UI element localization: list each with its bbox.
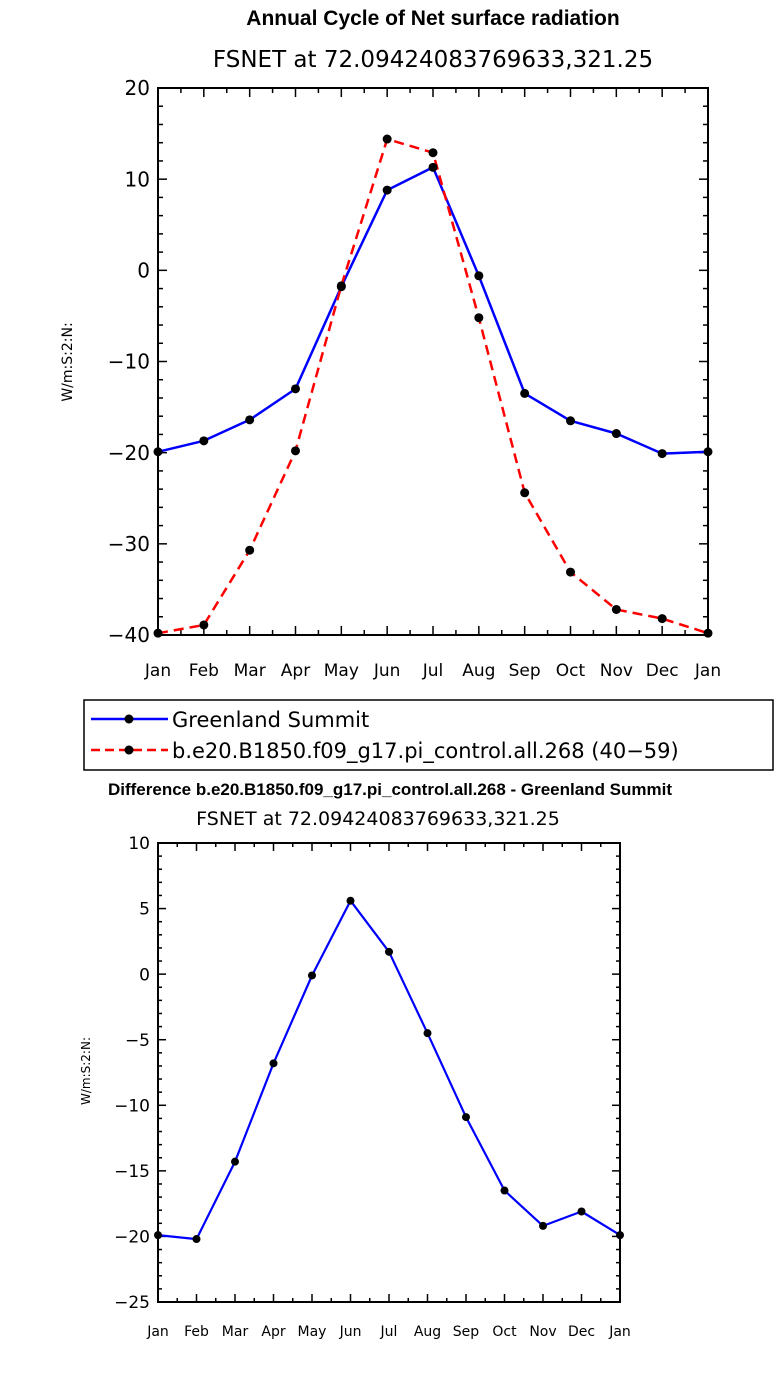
- data-point-s0: [428, 162, 438, 172]
- x-tick-label: Apr: [261, 1324, 285, 1340]
- legend-label-model: b.e20.B1850.f09_g17.pi_control.all.268 (…: [172, 739, 679, 764]
- data-point-s1: [520, 488, 530, 498]
- data-point-s0: [462, 1113, 470, 1122]
- x-tick-label: Nov: [529, 1324, 556, 1340]
- y-tick-label: 5: [139, 900, 150, 920]
- x-tick-label: Aug: [414, 1324, 441, 1340]
- data-point-s0: [245, 415, 255, 425]
- y-tick-label: −20: [114, 1228, 150, 1248]
- legend-marker-model: [124, 745, 134, 755]
- data-point-s0: [611, 429, 621, 439]
- x-tick-label: Jun: [373, 661, 401, 681]
- x-tick-label: Mar: [234, 661, 266, 681]
- y-tick-label: −25: [114, 1293, 150, 1313]
- y-tick-labels: −25 −20 −15 −10 −5 0 5 10: [114, 834, 150, 1313]
- y-tick-label: 10: [128, 834, 150, 854]
- data-point-s1: [382, 134, 392, 144]
- y-tick-label: 0: [139, 965, 150, 985]
- x-tick-label: Oct: [556, 661, 586, 681]
- plot-frame: [157, 87, 709, 636]
- x-tick-label: Apr: [281, 661, 310, 681]
- data-point-s0: [231, 1157, 239, 1166]
- y-tick-label: 10: [125, 167, 150, 191]
- data-point-s1: [428, 148, 438, 158]
- x-tick-label: Sep: [509, 661, 541, 681]
- y-axis-label: W/m:S:2:N:: [60, 322, 76, 401]
- data-point-s0: [192, 1235, 201, 1244]
- x-tick-labels: Jan Feb Mar Apr May Jun Jul Aug Sep Oct Nov Dec Jan: [146, 1324, 631, 1340]
- y-tick-label: −10: [114, 1096, 150, 1116]
- annual-cycle-chart: Annual Cycle of Net surface radiation FS…: [60, 7, 774, 771]
- tick-marks: [157, 842, 621, 1303]
- data-point-s0: [474, 271, 484, 281]
- y-tick-labels: −40 −30 −20 −10 0 10 20: [108, 76, 150, 647]
- x-tick-label: Feb: [189, 661, 219, 681]
- legend: Greenland Summit b.e20.B1850.f09_g17.pi_…: [83, 699, 774, 771]
- chart-title: Annual Cycle of Net surface radiation: [246, 7, 619, 30]
- series-line-1: [157, 137, 709, 635]
- x-tick-label: Feb: [184, 1324, 209, 1340]
- data-point-s0: [577, 1207, 586, 1216]
- x-tick-labels: Jan Feb Mar Apr May Jun Jul Aug Sep Oct Nov Dec Jan: [144, 661, 721, 681]
- x-tick-label: Jun: [339, 1324, 362, 1340]
- x-tick-label: May: [298, 1324, 327, 1340]
- difference-chart: Difference b.e20.B1850.f09_g17.pi_contro…: [79, 780, 672, 1340]
- chart-title: Difference b.e20.B1850.f09_g17.pi_contro…: [108, 780, 672, 799]
- data-point-s0: [423, 1029, 432, 1038]
- x-tick-label: Dec: [646, 661, 679, 681]
- y-tick-label: −5: [125, 1031, 150, 1051]
- x-tick-label: Sep: [453, 1324, 480, 1340]
- y-tick-label: −10: [108, 350, 150, 374]
- chart-subtitle: FSNET at 72.09424083769633,321.25: [213, 47, 653, 73]
- data-point-s0: [500, 1186, 509, 1195]
- data-point-s1: [611, 604, 621, 614]
- data-point-s0: [539, 1221, 547, 1230]
- chart-subtitle: FSNET at 72.09424083769633,321.25: [196, 808, 560, 830]
- plot-frame: [157, 842, 621, 1303]
- y-tick-label: −15: [114, 1162, 150, 1182]
- data-point-s0: [346, 896, 355, 905]
- x-tick-label: Oct: [492, 1324, 517, 1340]
- x-tick-label: Jan: [144, 661, 171, 681]
- x-tick-label: May: [324, 661, 359, 681]
- y-tick-label: 0: [137, 259, 150, 283]
- series-lines: [153, 134, 713, 638]
- y-axis-label: W/m:S:2:N:: [79, 1037, 93, 1105]
- data-point-s0: [382, 185, 392, 195]
- legend-box: [83, 699, 774, 771]
- data-point-s0: [199, 436, 209, 446]
- data-point-s0: [308, 971, 316, 980]
- y-tick-label: 20: [125, 76, 150, 100]
- series-lines: [154, 896, 624, 1244]
- x-tick-label: Jul: [380, 1324, 398, 1340]
- data-point-s0: [269, 1059, 278, 1068]
- data-point-s1: [657, 614, 667, 624]
- data-point-s1: [245, 545, 255, 555]
- y-tick-label: −40: [108, 623, 150, 647]
- data-point-s0: [566, 416, 575, 426]
- x-tick-label: Nov: [600, 661, 633, 681]
- data-point-s1: [474, 313, 484, 323]
- legend-label-greenland: Greenland Summit: [172, 708, 369, 732]
- data-point-s0: [520, 388, 530, 398]
- x-tick-label: Jan: [146, 1324, 169, 1340]
- x-tick-label: Jan: [694, 661, 721, 681]
- data-point-s1: [199, 620, 209, 630]
- legend-marker-greenland: [124, 714, 134, 724]
- series-line-0: [157, 166, 709, 455]
- data-point-s0: [657, 449, 667, 459]
- y-tick-label: −30: [108, 532, 150, 556]
- x-tick-label: Mar: [222, 1324, 249, 1340]
- data-point-s0: [385, 947, 393, 956]
- y-tick-label: −20: [108, 441, 150, 465]
- data-point-s1: [566, 567, 575, 577]
- x-tick-label: Jan: [608, 1324, 631, 1340]
- data-point-s1: [336, 281, 346, 291]
- x-tick-label: Dec: [568, 1324, 595, 1340]
- data-point-s0: [291, 384, 300, 394]
- data-point-s1: [291, 446, 300, 456]
- x-tick-label: Aug: [462, 661, 495, 681]
- x-tick-label: Jul: [422, 661, 444, 681]
